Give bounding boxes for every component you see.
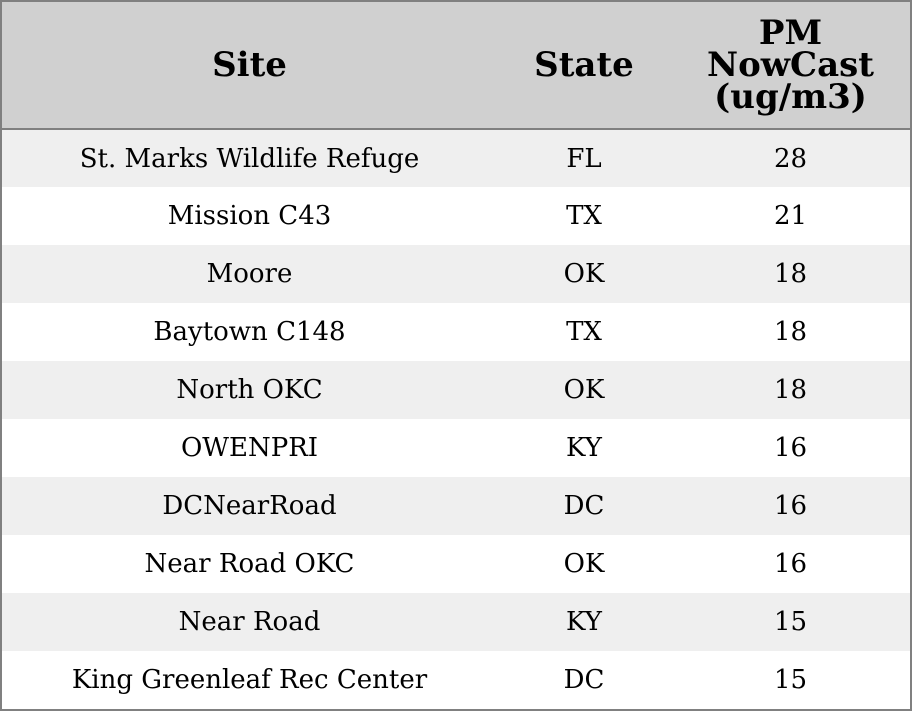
cell-pm-value: 18	[773, 317, 808, 347]
table-header-row: Site State PM NowCast (ug/m3)	[2, 2, 910, 130]
cell-site: Mission C43	[167, 201, 332, 231]
header-site-line: Site	[212, 45, 287, 85]
table-body: St. Marks Wildlife Refuge FL 28 Mission C43…	[2, 129, 910, 709]
header-state-line: State	[534, 45, 634, 85]
cell-state: FL	[566, 143, 602, 174]
header-state: State	[497, 2, 671, 130]
table-row: Near Road OKC OK 16	[2, 535, 910, 593]
cell-pm-value: 28	[773, 143, 808, 174]
header-pm-line-2: NowCast	[707, 45, 874, 85]
cell-site: St. Marks Wildlife Refuge	[79, 143, 420, 174]
cell-pm-value: 15	[773, 665, 808, 695]
cell-state: KY	[566, 433, 602, 463]
cell-pm-value: 16	[773, 433, 808, 463]
cell-site: Baytown C148	[153, 317, 346, 347]
table-row: St. Marks Wildlife Refuge FL 28	[2, 129, 910, 187]
cell-state: OK	[563, 259, 605, 289]
cell-state: DC	[563, 665, 605, 695]
cell-pm-value: 18	[773, 259, 808, 289]
header-pm-line-3: (ug/m3)	[714, 77, 867, 117]
cell-state: TX	[566, 201, 602, 231]
table-row: North OKC OK 18	[2, 361, 910, 419]
cell-site: Near Road OKC	[144, 549, 355, 579]
header-site: Site	[2, 2, 497, 130]
cell-state: OK	[563, 549, 605, 579]
cell-state: OK	[563, 375, 605, 405]
cell-site: Moore	[206, 259, 293, 289]
cell-site: OWENPRI	[180, 433, 319, 463]
cell-site: North OKC	[176, 375, 323, 405]
cell-site: Near Road	[178, 607, 321, 637]
table-row: Near Road KY 15	[2, 593, 910, 651]
cell-state: DC	[563, 491, 605, 521]
cell-state: KY	[566, 607, 602, 637]
table-row: Mission C43 TX 21	[2, 187, 910, 245]
cell-state: TX	[566, 317, 602, 347]
table-row: Moore OK 18	[2, 245, 910, 303]
cell-pm-value: 16	[773, 549, 808, 579]
table-row: DCNearRoad DC 16	[2, 477, 910, 535]
cell-pm-value: 15	[773, 607, 808, 637]
cell-pm-value: 18	[773, 375, 808, 405]
table-row: King Greenleaf Rec Center DC 15	[2, 651, 910, 709]
cell-site: King Greenleaf Rec Center	[71, 665, 428, 695]
cell-pm-value: 16	[773, 491, 808, 521]
header-pm-nowcast: PM NowCast (ug/m3)	[671, 2, 910, 130]
table-row: OWENPRI KY 16	[2, 419, 910, 477]
cell-site: DCNearRoad	[162, 491, 337, 521]
header-pm-line-1: PM	[758, 13, 823, 53]
cell-pm-value: 21	[773, 201, 808, 231]
table-row: Baytown C148 TX 18	[2, 303, 910, 361]
